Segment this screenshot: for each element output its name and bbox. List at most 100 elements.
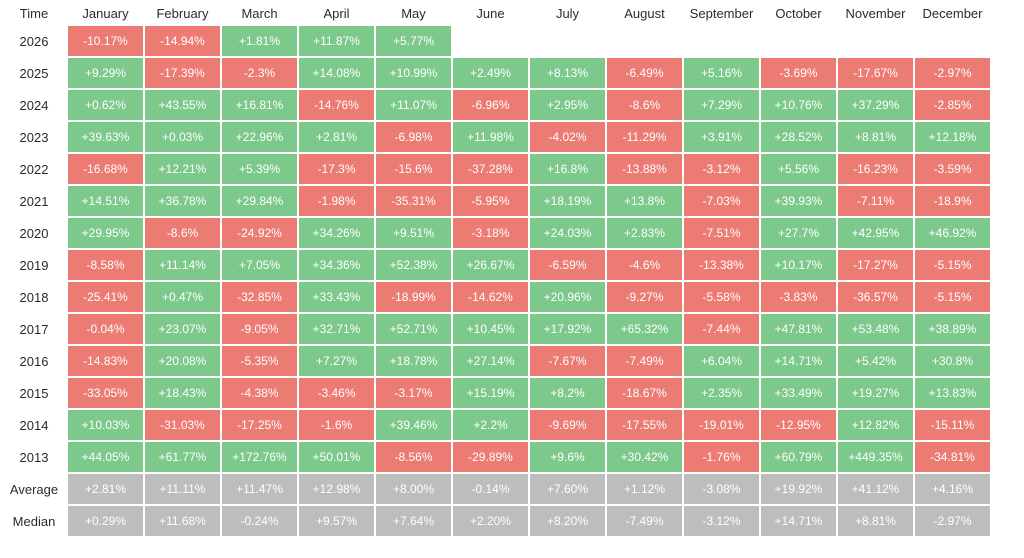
summary-value-cell: +14.71% xyxy=(761,506,836,536)
return-cell: +10.45% xyxy=(453,314,528,344)
month-header-october: October xyxy=(761,2,836,24)
return-cell: -15.11% xyxy=(915,410,990,440)
return-cell: +8.13% xyxy=(530,58,605,88)
table-row: 2023 +39.63% +0.03% +22.96% +2.81% -6.98% +11.… xyxy=(2,122,990,152)
return-cell: -13.88% xyxy=(607,154,682,184)
year-row-label: 2020 xyxy=(2,218,66,248)
return-cell: -17.3% xyxy=(299,154,374,184)
return-cell: +34.36% xyxy=(299,250,374,280)
empty-cell xyxy=(607,26,682,56)
return-cell: +53.48% xyxy=(838,314,913,344)
return-cell: -1.76% xyxy=(684,442,759,472)
return-cell: +43.55% xyxy=(145,90,220,120)
return-cell: -37.28% xyxy=(453,154,528,184)
return-cell: -33.05% xyxy=(68,378,143,408)
year-row-label: 2021 xyxy=(2,186,66,216)
return-cell: -13.38% xyxy=(684,250,759,280)
return-cell: +29.84% xyxy=(222,186,297,216)
return-cell: +12.21% xyxy=(145,154,220,184)
year-row-label: 2019 xyxy=(2,250,66,280)
return-cell: +52.71% xyxy=(376,314,451,344)
month-header-april: April xyxy=(299,2,374,24)
return-cell: +16.81% xyxy=(222,90,297,120)
summary-value-cell: -3.08% xyxy=(684,474,759,504)
return-cell: +5.56% xyxy=(761,154,836,184)
empty-cell xyxy=(761,26,836,56)
year-row-label: 2025 xyxy=(2,58,66,88)
summary-row: Average +2.81% +11.11% +11.47% +12.98% +8.00%… xyxy=(2,474,990,504)
return-cell: +15.19% xyxy=(453,378,528,408)
return-cell: +2.35% xyxy=(684,378,759,408)
return-cell: -1.6% xyxy=(299,410,374,440)
return-cell: +24.03% xyxy=(530,218,605,248)
return-cell: +9.51% xyxy=(376,218,451,248)
return-cell: +36.78% xyxy=(145,186,220,216)
summary-value-cell: -3.12% xyxy=(684,506,759,536)
return-cell: +1.81% xyxy=(222,26,297,56)
table-row: 2017 -0.04% +23.07% -9.05% +32.71% +52.71% +10… xyxy=(2,314,990,344)
return-cell: -16.68% xyxy=(68,154,143,184)
return-cell: +33.43% xyxy=(299,282,374,312)
table-row: 2021 +14.51% +36.78% +29.84% -1.98% -35.31% -5… xyxy=(2,186,990,216)
summary-value-cell: +41.12% xyxy=(838,474,913,504)
table-row: 2015 -33.05% +18.43% -4.38% -3.46% -3.17% +15.… xyxy=(2,378,990,408)
return-cell: -8.6% xyxy=(145,218,220,248)
table-row: 2020 +29.95% -8.6% -24.92% +34.26% +9.51% -3.1… xyxy=(2,218,990,248)
return-cell: +22.96% xyxy=(222,122,297,152)
return-cell: +26.67% xyxy=(453,250,528,280)
return-cell: -25.41% xyxy=(68,282,143,312)
return-cell: -0.04% xyxy=(68,314,143,344)
summary-value-cell: +4.16% xyxy=(915,474,990,504)
return-cell: +39.63% xyxy=(68,122,143,152)
month-header-august: August xyxy=(607,2,682,24)
return-cell: +18.19% xyxy=(530,186,605,216)
return-cell: +42.95% xyxy=(838,218,913,248)
return-cell: -35.31% xyxy=(376,186,451,216)
return-cell: +46.92% xyxy=(915,218,990,248)
summary-value-cell: +2.81% xyxy=(68,474,143,504)
month-header-december: December xyxy=(915,2,990,24)
return-cell: +11.98% xyxy=(453,122,528,152)
return-cell: +449.35% xyxy=(838,442,913,472)
summary-value-cell: +9.57% xyxy=(299,506,374,536)
return-cell: -2.85% xyxy=(915,90,990,120)
return-cell: -17.67% xyxy=(838,58,913,88)
summary-value-cell: +8.81% xyxy=(838,506,913,536)
return-cell: +14.08% xyxy=(299,58,374,88)
return-cell: -2.3% xyxy=(222,58,297,88)
return-cell: -3.18% xyxy=(453,218,528,248)
summary-value-cell: -0.24% xyxy=(222,506,297,536)
return-cell: -5.35% xyxy=(222,346,297,376)
empty-cell xyxy=(684,26,759,56)
return-cell: +11.14% xyxy=(145,250,220,280)
year-row-label: 2018 xyxy=(2,282,66,312)
return-cell: +34.26% xyxy=(299,218,374,248)
return-cell: +5.42% xyxy=(838,346,913,376)
return-cell: +18.78% xyxy=(376,346,451,376)
return-cell: +172.76% xyxy=(222,442,297,472)
return-cell: +5.39% xyxy=(222,154,297,184)
return-cell: -8.56% xyxy=(376,442,451,472)
return-cell: -3.83% xyxy=(761,282,836,312)
summary-value-cell: +7.60% xyxy=(530,474,605,504)
summary-value-cell: -2.97% xyxy=(915,506,990,536)
summary-value-cell: +8.20% xyxy=(530,506,605,536)
return-cell: -7.44% xyxy=(684,314,759,344)
return-cell: -5.15% xyxy=(915,282,990,312)
year-row-label: 2015 xyxy=(2,378,66,408)
return-cell: -7.49% xyxy=(607,346,682,376)
return-cell: +47.81% xyxy=(761,314,836,344)
return-cell: +44.05% xyxy=(68,442,143,472)
table-row: 2026 -10.17% -14.94% +1.81% +11.87% +5.77% xyxy=(2,26,990,56)
return-cell: -5.58% xyxy=(684,282,759,312)
year-row-label: 2023 xyxy=(2,122,66,152)
return-cell: -14.83% xyxy=(68,346,143,376)
return-cell: -14.76% xyxy=(299,90,374,120)
summary-value-cell: +11.68% xyxy=(145,506,220,536)
return-cell: +20.96% xyxy=(530,282,605,312)
return-cell: +33.49% xyxy=(761,378,836,408)
return-cell: -15.6% xyxy=(376,154,451,184)
return-cell: +13.83% xyxy=(915,378,990,408)
return-cell: -10.17% xyxy=(68,26,143,56)
return-cell: -7.51% xyxy=(684,218,759,248)
